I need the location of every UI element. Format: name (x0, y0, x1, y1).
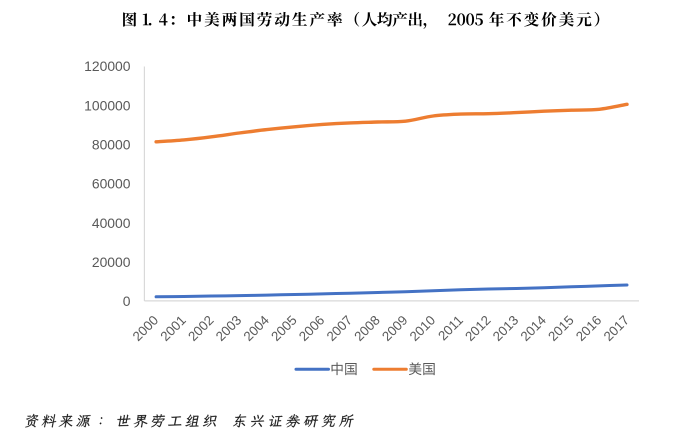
svg-text:0: 0 (123, 293, 131, 309)
svg-text:20000: 20000 (92, 254, 131, 270)
svg-text:60000: 60000 (92, 176, 131, 192)
svg-text:80000: 80000 (92, 137, 131, 153)
svg-text:40000: 40000 (92, 215, 131, 231)
svg-text:120000: 120000 (84, 58, 131, 74)
svg-text:100000: 100000 (84, 97, 131, 113)
